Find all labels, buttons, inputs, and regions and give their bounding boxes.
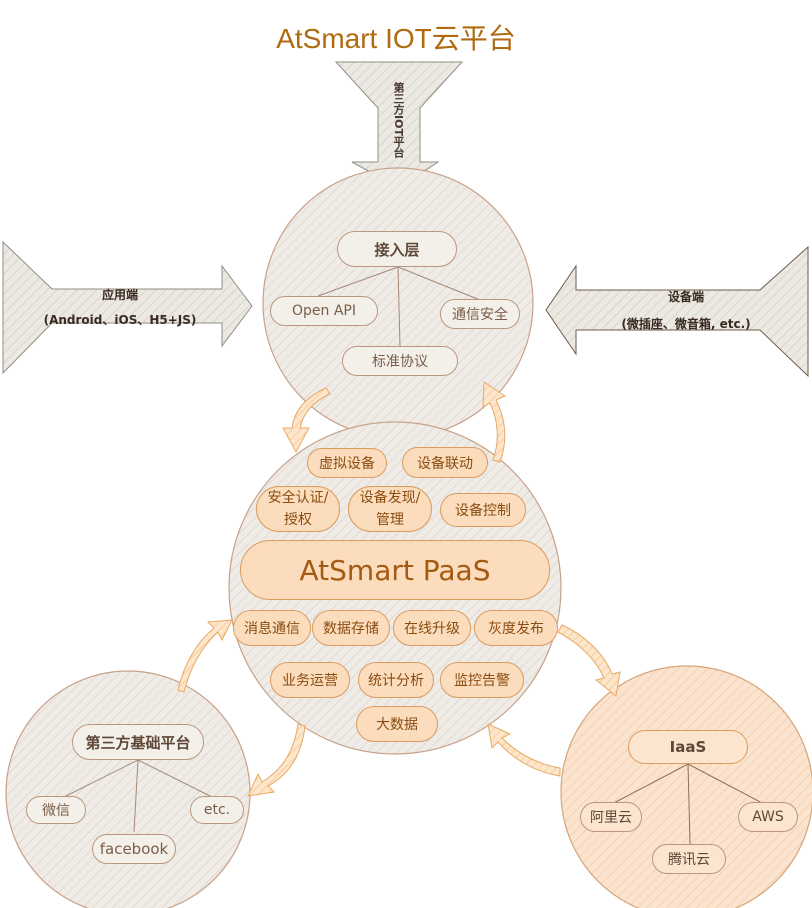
- paas-data-storage: 数据存储: [312, 610, 390, 646]
- curved-arrow-paas-to-thirdparty: [247, 723, 306, 797]
- right-arrow-title: 设备端: [667, 290, 704, 304]
- third-party-circle: [5, 670, 251, 908]
- third-party-facebook: facebook: [92, 834, 176, 864]
- access-comm-security: 通信安全: [440, 299, 520, 329]
- paas-device-discovery: 设备发现/管理: [348, 486, 432, 532]
- paas-security-auth: 安全认证/授权: [256, 486, 340, 532]
- paas-statistics: 统计分析: [358, 662, 434, 698]
- paas-device-linkage: 设备联动: [402, 447, 488, 478]
- left-incoming-arrow: [2, 240, 253, 375]
- curved-arrow-paas-to-iaas: [557, 624, 621, 697]
- right-incoming-arrow: [545, 245, 809, 378]
- paas-virtual-device: 虚拟设备: [307, 448, 387, 478]
- access-std-protocol: 标准协议: [342, 346, 458, 376]
- iaas-circle: [560, 665, 812, 908]
- left-arrow-title: 应用端: [101, 288, 138, 302]
- iaas-aws: AWS: [738, 802, 798, 832]
- third-party-connectors: [61, 759, 215, 833]
- third-party-title: 第三方基础平台: [72, 724, 204, 760]
- paas-online-upgrade: 在线升级: [393, 610, 471, 646]
- access-open-api: Open API: [270, 296, 378, 326]
- third-party-etc: etc.: [190, 796, 244, 824]
- paas-monitoring: 监控告警: [440, 662, 524, 698]
- curved-arrow-iaas-to-paas: [487, 723, 561, 777]
- curved-arrow-paas-to-access: [482, 381, 507, 463]
- page-title: AtSmart IOT云平台: [276, 23, 516, 54]
- iaas-tencent: 腾讯云: [652, 844, 726, 874]
- iaas-connectors: [611, 763, 765, 845]
- paas-big-data: 大数据: [356, 706, 438, 742]
- top-arrow-label: 第三方IOT平台: [392, 82, 405, 158]
- paas-device-control: 设备控制: [440, 493, 526, 527]
- access-layer-connectors: [317, 266, 481, 347]
- paas-operations: 业务运营: [270, 662, 350, 698]
- access-layer-title: 接入层: [337, 231, 457, 267]
- paas-gray-release: 灰度发布: [474, 610, 558, 646]
- paas-title: AtSmart PaaS: [240, 540, 550, 600]
- iaas-aliyun: 阿里云: [580, 802, 642, 832]
- iaas-title: IaaS: [628, 730, 748, 764]
- left-arrow-subtitle: (Android、iOS、H5+JS): [43, 313, 197, 327]
- paas-messaging: 消息通信: [233, 610, 311, 646]
- right-arrow-subtitle: (微插座、微音箱, etc.): [621, 317, 751, 331]
- curved-arrow-access-to-paas: [282, 387, 331, 454]
- third-party-wechat: 微信: [26, 796, 86, 824]
- curved-arrow-thirdparty-to-paas: [177, 619, 233, 693]
